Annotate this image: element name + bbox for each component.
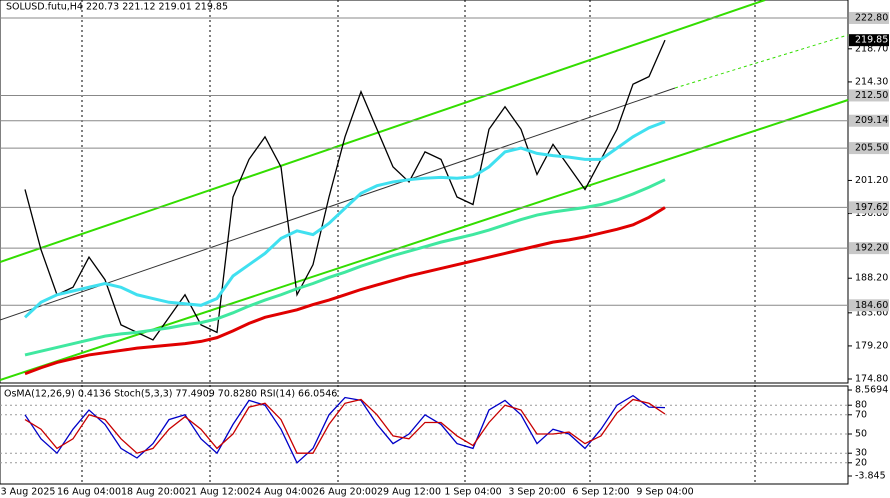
y-tick-label: 70 [855,409,867,420]
y-tick-label: 174.80 [855,374,888,385]
chart-title: SOLUSD.futu,H4 220.73 221.12 219.01 219.… [6,2,228,13]
current-price-box [849,34,889,47]
level-box [849,242,889,255]
level-box [849,11,889,24]
level-label: 192.20 [855,243,888,254]
y-tick-label: 214.30 [855,76,888,87]
level-label: 197.62 [855,202,888,213]
price-line [24,39,666,341]
x-tick-label: 16 Aug 04:00 [57,487,121,498]
x-tick-label: 13 Aug 2025 [0,487,55,498]
session-separators [81,0,756,484]
y-tick-label: 218.70 [855,43,888,54]
y-tick-label: 201.20 [855,175,888,186]
indicator-title: OsMA(12,26,9) 0.4136 Stoch(5,3,3) 77.490… [4,389,337,400]
x-tick-label: 21 Aug 12:00 [185,487,249,498]
y-tick-label: 50 [855,429,867,440]
y-tick-label: 196.80 [855,208,888,219]
indicator-line [24,206,666,376]
y-tick-label: 20 [855,457,867,468]
oscillator-pane [0,385,849,485]
x-tick-label: 6 Sep 12:00 [572,487,629,498]
y-tick-label: 188.20 [855,273,888,284]
level-box [849,114,889,127]
y-tick-label: 80 [855,400,867,411]
trend-extension [674,34,849,89]
indicator-line [24,394,666,464]
level-box [849,299,889,312]
y2-tick-label: 8.5694 [855,385,888,396]
price-pane [0,0,849,384]
x-tick-label: 18 Aug 20:00 [121,487,185,498]
indicator-line [24,398,666,454]
level-box [849,89,889,102]
level-box [849,142,889,155]
indicator-line [24,178,666,357]
x-tick-label: 1 Sep 04:00 [444,487,501,498]
level-box [849,201,889,214]
x-tick-label: 24 Aug 04:00 [249,487,313,498]
level-label: 212.50 [855,90,888,101]
level-label: 184.60 [855,300,888,311]
x-tick-label: 9 Sep 04:00 [636,487,693,498]
y-tick-label: 179.20 [855,340,888,351]
level-label: 222.80 [855,12,888,23]
level-label: 209.14 [855,115,888,126]
current-price-label: 219.85 [855,35,888,46]
level-label: 205.50 [855,143,888,154]
x-tick-label: 29 Aug 12:00 [377,487,441,498]
x-tick-label: 26 Aug 20:00 [313,487,377,498]
y-tick-label: 183.60 [855,307,888,318]
y2-tick-label: -3.845 [855,471,886,482]
trend-line [0,87,676,321]
y-tick-label: 30 [855,448,867,459]
trend-channel [0,0,849,381]
x-tick-label: 3 Sep 20:00 [508,487,565,498]
indicator-line [23,120,666,319]
